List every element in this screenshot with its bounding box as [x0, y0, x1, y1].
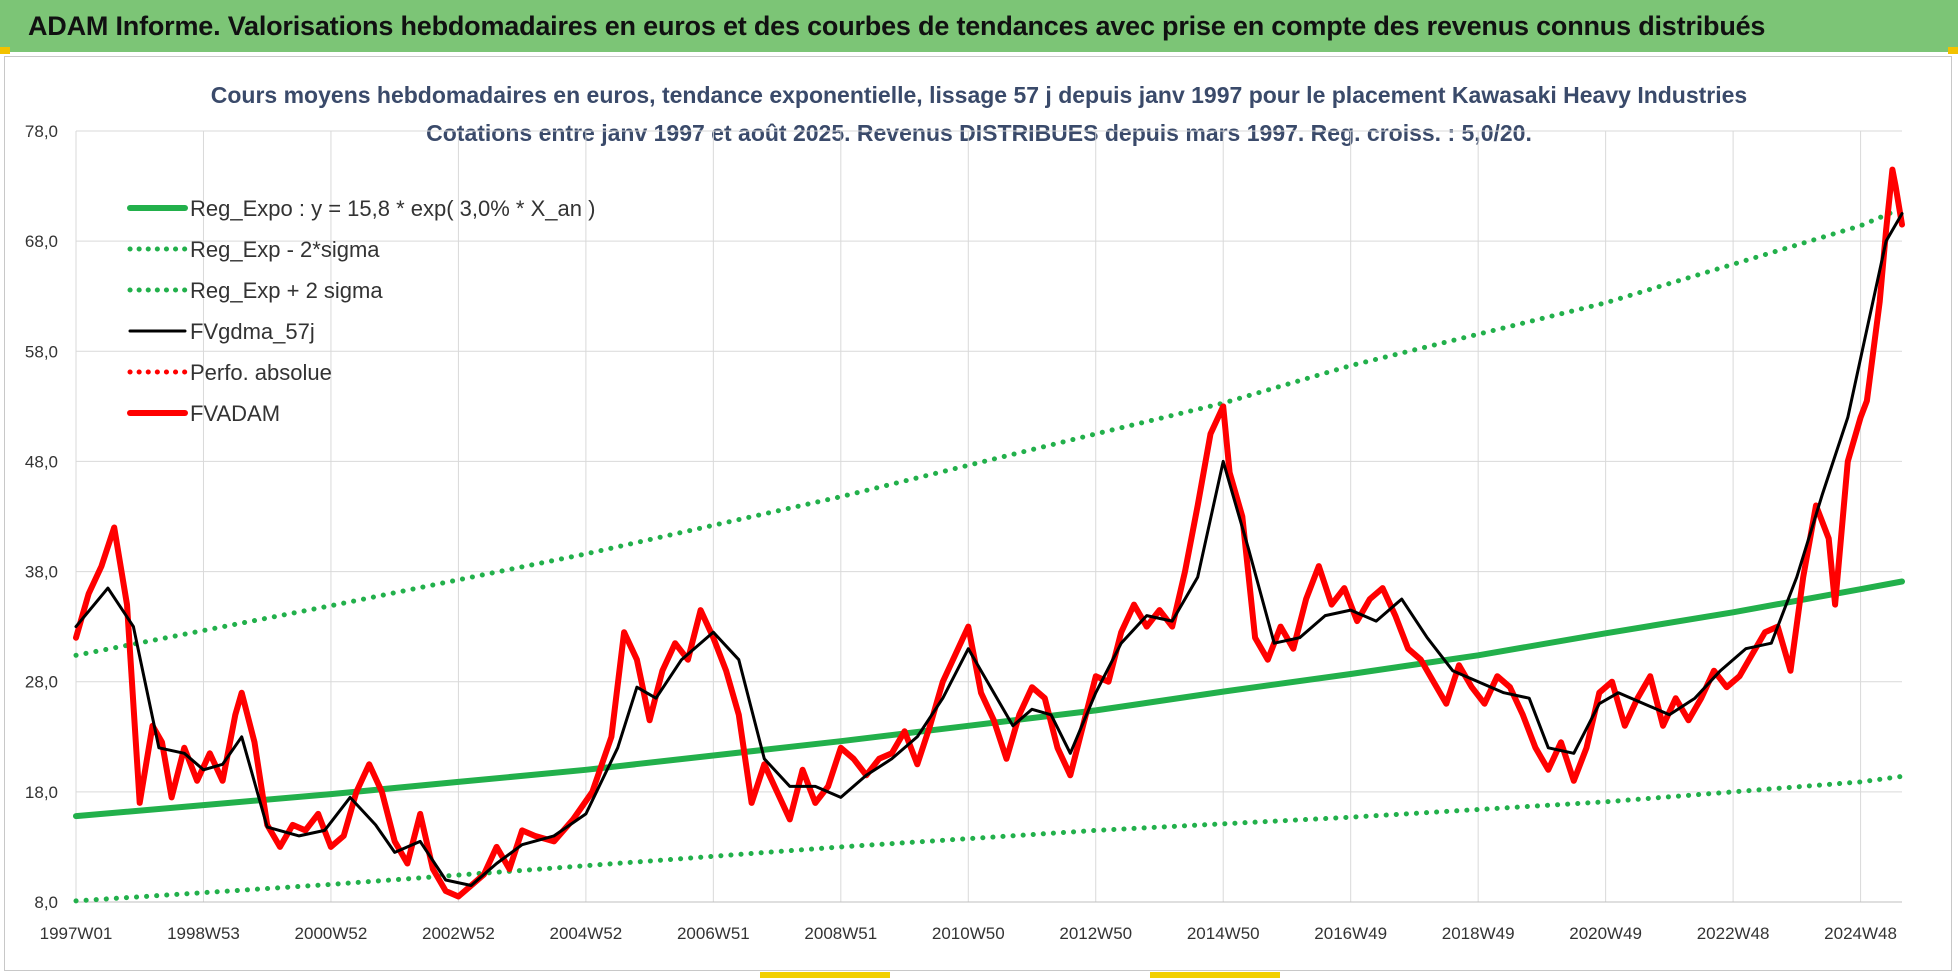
y-tick-label: 28,0 [25, 673, 58, 692]
series-reg-expo-y-15-8-exp-3-0-x-an [73, 578, 1905, 820]
legend-label: FVADAM [190, 401, 280, 426]
y-tick-label: 38,0 [25, 563, 58, 582]
y-tick-label: 8,0 [34, 893, 58, 912]
series-fvadam [73, 166, 1905, 900]
x-tick-label: 2012W50 [1059, 924, 1132, 943]
x-tick-label: 1998W53 [167, 924, 240, 943]
legend-label: Reg_Exp + 2 sigma [190, 278, 383, 303]
legend-label: Perfo. absolue [190, 360, 332, 385]
x-tick-label: 2008W51 [804, 924, 877, 943]
banner-corner-right [1948, 47, 1958, 54]
x-tick-label: 2014W50 [1187, 924, 1260, 943]
x-tick-label: 2004W52 [549, 924, 622, 943]
y-tick-label: 18,0 [25, 783, 58, 802]
x-tick-label: 2010W50 [932, 924, 1005, 943]
y-tick-label: 48,0 [25, 452, 58, 471]
y-tick-label: 68,0 [25, 232, 58, 251]
x-tick-label: 2000W52 [295, 924, 368, 943]
series-reg-exp-2-sigma [73, 205, 1905, 658]
x-tick-label: 2006W51 [677, 924, 750, 943]
x-tick-label: 2022W48 [1697, 924, 1770, 943]
bottom-accent-right [1150, 972, 1280, 978]
chart-frame [4, 56, 1952, 971]
y-tick-label: 58,0 [25, 342, 58, 361]
chart-subtitle: Cotations entre janv 1997 et août 2025. … [426, 120, 1532, 146]
x-tick-label: 2024W48 [1824, 924, 1897, 943]
x-tick-label: 2018W49 [1442, 924, 1515, 943]
x-tick-label: 2020W49 [1569, 924, 1642, 943]
legend-label: FVgdma_57j [190, 319, 315, 344]
report-banner: ADAM Informe. Valorisations hebdomadaire… [0, 0, 1958, 52]
bottom-accent-left [760, 972, 890, 978]
series-reg-exp-2-sigma [73, 773, 1905, 904]
banner-title: ADAM Informe. Valorisations hebdomadaire… [28, 10, 1766, 41]
legend: Reg_Expo : y = 15,8 * exp( 3,0% * X_an )… [127, 196, 595, 426]
y-tick-label: 78,0 [25, 122, 58, 141]
legend-label: Reg_Exp - 2*sigma [190, 237, 380, 262]
series-lines [73, 166, 1905, 904]
axis-ticks: 8,0 18,0 28,0 38,0 48,0 58,0 68,0 78,0 1997W01 19… [25, 122, 1902, 943]
legend-label: Reg_Expo : y = 15,8 * exp( 3,0% * X_an ) [190, 196, 595, 221]
series-fvgdma-57j [74, 212, 1904, 887]
banner-corner-left [0, 47, 10, 54]
chart-title: Cours moyens hebdomadaires en euros, ten… [211, 82, 1747, 108]
x-tick-label: 1997W01 [40, 924, 113, 943]
x-tick-label: 2016W49 [1314, 924, 1387, 943]
x-tick-label: 2002W52 [422, 924, 495, 943]
